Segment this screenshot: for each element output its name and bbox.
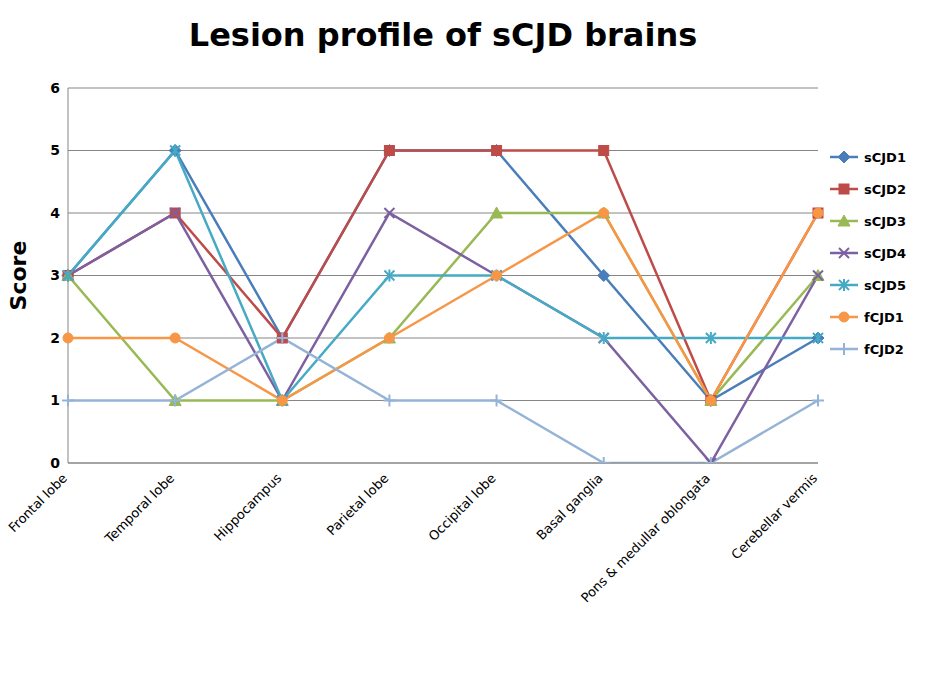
svg-text:3: 3 <box>50 267 60 283</box>
svg-text:6: 6 <box>50 80 60 96</box>
svg-text:Pons & medullar oblongata: Pons & medullar oblongata <box>578 471 713 606</box>
svg-text:Score: Score <box>8 241 31 311</box>
svg-text:Cerebellar vermis: Cerebellar vermis <box>728 470 820 562</box>
html-text:Lesion profile of sCJD brains: Lesion profile of sCJD brains <box>188 16 698 54</box>
html-text:fCJD2: fCJD2 <box>864 341 904 357</box>
html-text:sCJD5: sCJD5 <box>864 277 906 293</box>
html-text:fCJD1: fCJD1 <box>864 309 904 325</box>
svg-text:1: 1 <box>50 392 60 408</box>
html-text:sCJD4: sCJD4 <box>864 245 906 261</box>
svg-text:Occipital lobe: Occipital lobe <box>425 471 498 544</box>
svg-text:4: 4 <box>50 205 60 221</box>
svg-text:0: 0 <box>50 455 60 471</box>
svg-text:2: 2 <box>50 330 60 346</box>
svg-text:5: 5 <box>50 142 60 158</box>
html-text:sCJD3: sCJD3 <box>864 213 906 229</box>
svg-text:Parietal lobe: Parietal lobe <box>324 471 392 539</box>
svg-text:Hippocampus: Hippocampus <box>211 470 285 544</box>
html-text:sCJD1: sCJD1 <box>864 149 906 165</box>
svg-text:Basal ganglia: Basal ganglia <box>534 471 606 543</box>
html-text:sCJD2: sCJD2 <box>864 181 906 197</box>
svg-text:Temporal lobe: Temporal lobe <box>101 471 177 547</box>
svg-text:Frontal lobe: Frontal lobe <box>8 471 70 536</box>
